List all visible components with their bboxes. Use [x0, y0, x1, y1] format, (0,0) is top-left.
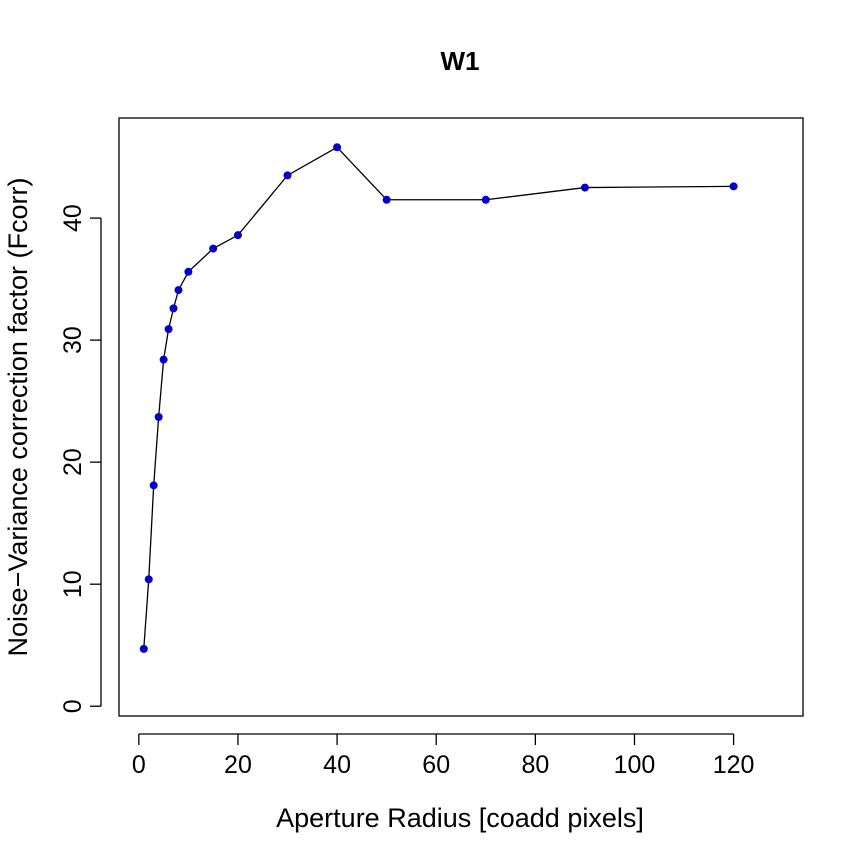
y-tick-label: 40: [59, 204, 87, 232]
y-axis: 0 10 20 30 40: [59, 204, 102, 713]
data-point: [144, 575, 153, 584]
data-point: [169, 304, 178, 313]
data-point: [159, 355, 168, 364]
x-tick-label: 80: [521, 751, 549, 779]
y-tick-label: 0: [59, 699, 87, 713]
x-tick-label: 60: [422, 751, 450, 779]
data-point: [209, 244, 218, 253]
data-point: [283, 171, 292, 180]
series-line: [143, 146, 734, 649]
data-point: [139, 644, 148, 653]
y-axis-label: Noise−Variance correction factor (Fcorr): [3, 178, 33, 657]
data-point: [184, 267, 193, 276]
series-points-group: [139, 143, 738, 653]
plot-frame: [118, 117, 804, 717]
x-tick-label: 20: [224, 751, 252, 779]
data-point: [233, 231, 242, 240]
data-point: [154, 413, 163, 421]
data-point: [729, 182, 738, 191]
x-axis: 0 20 40 60 80 100 120: [132, 733, 755, 779]
y-tick-label: 10: [59, 570, 87, 598]
data-point: [149, 481, 158, 490]
x-tick-label: 100: [614, 751, 656, 779]
data-point: [164, 325, 173, 334]
x-tick-label: 120: [713, 751, 755, 779]
data-point: [382, 195, 391, 204]
x-tick-label: 40: [323, 751, 351, 779]
data-point: [333, 143, 342, 152]
data-point: [174, 286, 183, 295]
data-point: [580, 183, 589, 192]
y-tick-label: 20: [59, 448, 87, 476]
chart-title: W1: [441, 46, 480, 76]
x-axis-label: Aperture Radius [coadd pixels]: [276, 803, 644, 833]
series-line-group: [143, 146, 734, 649]
y-tick-label: 30: [59, 326, 87, 354]
data-point: [481, 195, 490, 204]
x-tick-label: 0: [132, 751, 146, 779]
